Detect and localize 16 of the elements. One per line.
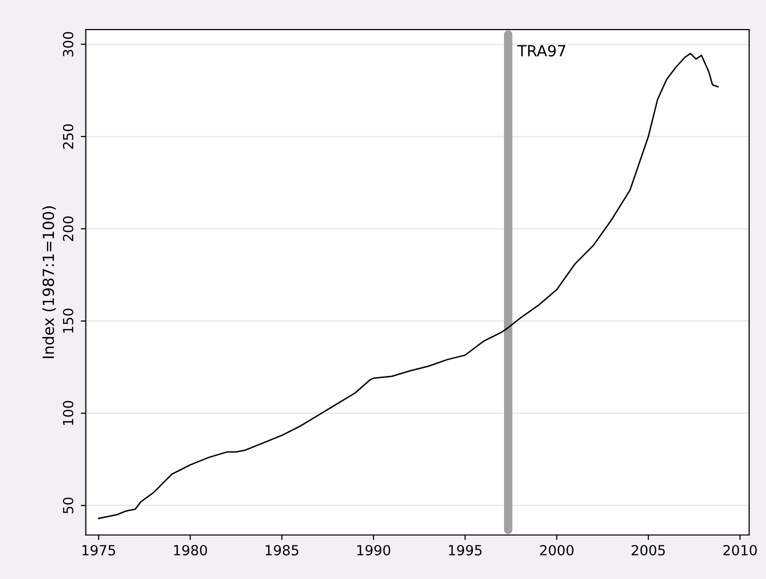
- y-tick-label: 100: [62, 400, 74, 425]
- x-tick-label: 2010: [723, 544, 757, 556]
- x-tick-label: 1995: [448, 544, 482, 556]
- x-tick-label: 1985: [266, 544, 298, 556]
- x-tick-label: 1980: [174, 544, 207, 556]
- x-tick-label: 1990: [357, 544, 390, 556]
- x-tick-label: 2000: [540, 544, 574, 556]
- y-axis-title: Index (1987:1=100): [42, 206, 56, 358]
- x-tick-label: 2005: [632, 544, 665, 556]
- y-tick-label: 300: [62, 32, 74, 56]
- y-tick-label: 200: [62, 216, 74, 241]
- y-tick-label: 250: [62, 124, 74, 149]
- ref-line-label: TRA97: [517, 44, 566, 57]
- y-tick-label: 150: [62, 308, 74, 333]
- y-tick-label: 50: [62, 498, 74, 514]
- x-tick-label: 1975: [82, 544, 116, 556]
